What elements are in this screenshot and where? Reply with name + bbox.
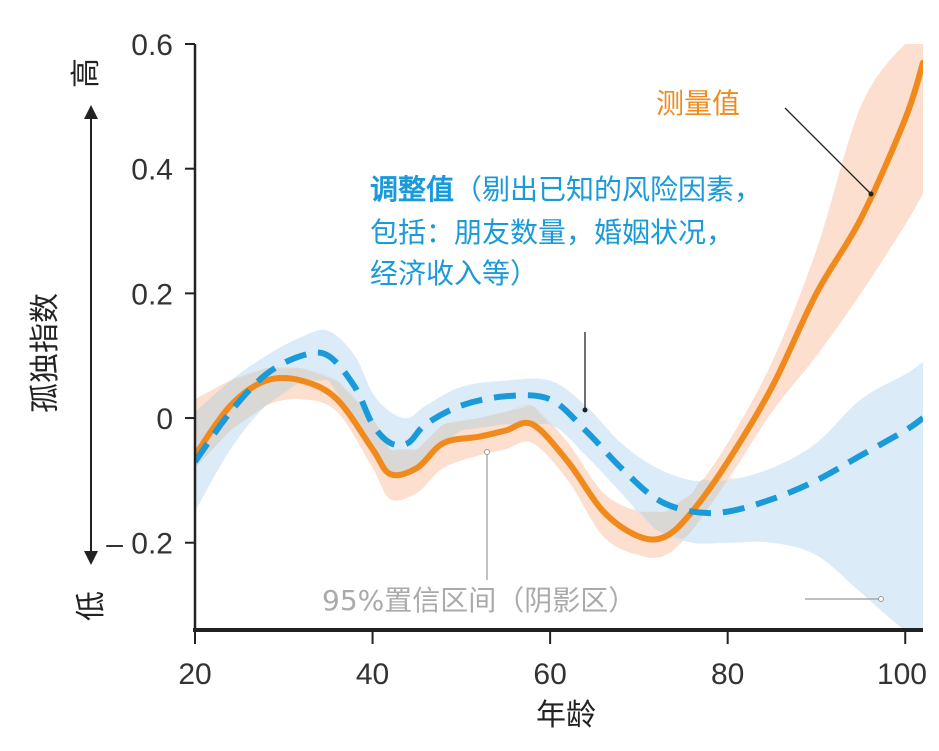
y-axis-ticks: 0.6 0.4 0.2 0 – 0.2 [106,29,195,561]
y-tick-label: 0 [156,403,173,436]
x-tick-label: 40 [356,658,389,691]
x-axis-title: 年龄 [536,698,596,733]
adjusted-annotation-line-1: （剔出已知的风险因素， [454,173,762,206]
x-tick-label: 20 [178,658,211,691]
y-axis-title: 孤独指数 [28,293,63,413]
adjusted-annotation: 调整值（剔出已知的风险因素， 包括：朋友数量，婚姻状况， 经济收入等） [370,173,771,290]
adjusted-confidence-band [195,329,923,630]
x-tick-label: 60 [533,658,566,691]
x-axis-ticks: 20 40 60 80 100 [178,630,927,691]
ci-annotation-label: 95%置信区间（阴影区） [322,584,636,617]
measured-leader-line [784,107,872,195]
ci-leader-dot-2 [878,596,884,602]
adjusted-series-line [195,349,923,517]
adjusted-annotation-title: 调整值 [370,173,454,206]
y-tick-label: – 0.2 [106,528,173,561]
adjusted-annotation-line-2: 包括：朋友数量，婚姻状况， [370,216,734,249]
y-tick-label: 0.2 [131,278,173,311]
x-tick-label: 100 [877,658,927,691]
adjusted-leader-dot [582,407,588,413]
y-tick-label: 0.4 [131,154,173,187]
measured-series-line [195,59,923,543]
measured-leader-dot [868,191,874,197]
measured-annotation-label: 测量值 [656,87,740,120]
ci-leader-dot-1 [484,449,490,455]
y-tick-label: 0.6 [131,29,173,62]
adjusted-annotation-line-3: 经济收入等） [370,257,538,290]
y-low-label: 低 [74,591,109,621]
y-high-label: 高 [69,58,104,88]
x-tick-label: 80 [711,658,744,691]
